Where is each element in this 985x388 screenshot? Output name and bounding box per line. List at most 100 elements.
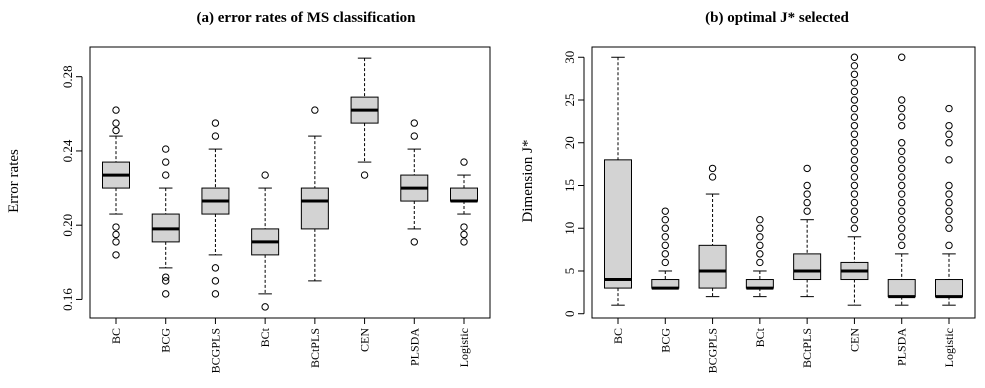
outlier-point bbox=[360, 171, 369, 179]
outlier-point bbox=[410, 238, 418, 246]
outlier-point bbox=[803, 207, 811, 215]
outlier-point bbox=[211, 277, 220, 285]
x-tick-label-logistic: Logistic bbox=[942, 328, 956, 367]
iqr-box bbox=[793, 253, 822, 281]
outlier-point bbox=[898, 173, 906, 181]
outlier-point bbox=[898, 139, 906, 147]
outlier-point bbox=[850, 139, 859, 147]
box-bct bbox=[251, 171, 280, 311]
outlier-point bbox=[898, 224, 906, 232]
outlier-point bbox=[311, 106, 319, 114]
box-logistic bbox=[935, 104, 963, 306]
box-cen bbox=[840, 53, 869, 306]
outlier-point bbox=[261, 303, 269, 311]
outlier-point bbox=[661, 207, 669, 215]
outlier-point bbox=[211, 264, 220, 272]
box-bctpls bbox=[300, 106, 329, 282]
outlier-point bbox=[803, 190, 811, 198]
outlier-point bbox=[708, 173, 717, 181]
outlier-point bbox=[945, 190, 953, 198]
panel-b-plot-frame bbox=[591, 46, 976, 319]
outlier-point bbox=[898, 215, 906, 224]
outlier-point bbox=[756, 233, 764, 241]
panel-a-x-axis: BC BCG BCGPLS BCt BCtPLS CEN PLSDA Logistic bbox=[109, 318, 471, 373]
outlier-point bbox=[850, 70, 859, 79]
outlier-point bbox=[162, 158, 170, 166]
panel-b-boxes bbox=[604, 53, 963, 306]
outlier-point bbox=[661, 215, 669, 224]
outlier-point bbox=[162, 273, 170, 281]
x-tick-label-bct: BCt bbox=[753, 327, 767, 347]
x-tick-label-bcgpls: BCGPLS bbox=[706, 328, 720, 373]
outlier-point bbox=[850, 147, 859, 155]
x-tick-label-logistic: Logistic bbox=[457, 328, 471, 367]
outlier-point bbox=[460, 158, 468, 166]
outlier-point bbox=[162, 145, 170, 153]
x-tick-label-bctpls: BCtPLS bbox=[308, 328, 322, 368]
outlier-point bbox=[898, 207, 906, 215]
outlier-point bbox=[112, 119, 120, 127]
outlier-point bbox=[460, 238, 468, 246]
outlier-point bbox=[898, 190, 906, 198]
outlier-point bbox=[898, 198, 906, 207]
box-logistic bbox=[450, 158, 478, 246]
outlier-point bbox=[850, 224, 859, 232]
box-plsda bbox=[887, 53, 916, 306]
outlier-point bbox=[850, 198, 859, 207]
y-tick-label: 0.24 bbox=[60, 139, 75, 162]
outlier-point bbox=[460, 230, 468, 239]
outlier-point bbox=[850, 207, 859, 215]
y-tick-label: 15 bbox=[562, 179, 577, 192]
outlier-point bbox=[898, 156, 906, 164]
y-tick-label: 20 bbox=[562, 136, 577, 149]
panel-b-title: (b) optimal J* selected bbox=[705, 10, 849, 26]
y-tick-label: 25 bbox=[562, 94, 577, 107]
y-tick-label: 0.16 bbox=[60, 288, 75, 311]
iqr-box bbox=[935, 279, 963, 298]
outlier-point bbox=[898, 147, 906, 155]
box-bct bbox=[745, 215, 774, 298]
x-tick-label-bcgpls: BCGPLS bbox=[208, 328, 222, 373]
outlier-point bbox=[850, 104, 859, 113]
outlier-point bbox=[945, 121, 953, 130]
box-cen bbox=[350, 57, 379, 179]
outlier-point bbox=[756, 224, 764, 232]
panel-a-y-axis: 0.16 0.20 0.24 0.28 bbox=[60, 65, 83, 311]
y-tick-label: 0 bbox=[562, 310, 577, 317]
box-bcgpls bbox=[201, 119, 230, 298]
outlier-point bbox=[112, 251, 120, 259]
x-tick-label-bctpls: BCtPLS bbox=[800, 328, 814, 368]
outlier-point bbox=[945, 198, 953, 207]
outlier-point bbox=[898, 96, 906, 104]
outlier-point bbox=[460, 223, 468, 231]
x-tick-label-cen: CEN bbox=[847, 328, 861, 352]
iqr-box bbox=[604, 159, 632, 289]
box-bc bbox=[102, 106, 130, 259]
outlier-point bbox=[898, 181, 906, 190]
x-tick-label-bc: BC bbox=[611, 328, 625, 344]
outlier-point bbox=[850, 130, 859, 138]
outlier-point bbox=[112, 238, 120, 246]
outlier-point bbox=[850, 215, 859, 224]
outlier-point bbox=[898, 53, 906, 61]
outlier-point bbox=[945, 215, 953, 224]
outlier-point bbox=[898, 233, 906, 241]
outlier-point bbox=[898, 164, 906, 173]
outlier-point bbox=[756, 241, 764, 250]
x-tick-label-bcg: BCG bbox=[159, 328, 173, 353]
iqr-box bbox=[887, 279, 916, 298]
panel-a-y-axis-label: Error rates bbox=[6, 149, 22, 213]
panel-a-boxes bbox=[102, 57, 478, 311]
panel-a: (a) error rates of MS classification Err… bbox=[6, 10, 491, 373]
box-bc bbox=[604, 56, 632, 306]
outlier-point bbox=[661, 258, 669, 267]
y-tick-label: 0.20 bbox=[60, 214, 75, 237]
y-tick-label: 5 bbox=[562, 268, 577, 275]
outlier-point bbox=[945, 224, 953, 232]
outlier-point bbox=[945, 181, 953, 190]
outlier-point bbox=[162, 171, 170, 179]
outlier-point bbox=[112, 223, 120, 231]
x-tick-label-bct: BCt bbox=[258, 327, 272, 347]
outlier-point bbox=[945, 156, 953, 164]
